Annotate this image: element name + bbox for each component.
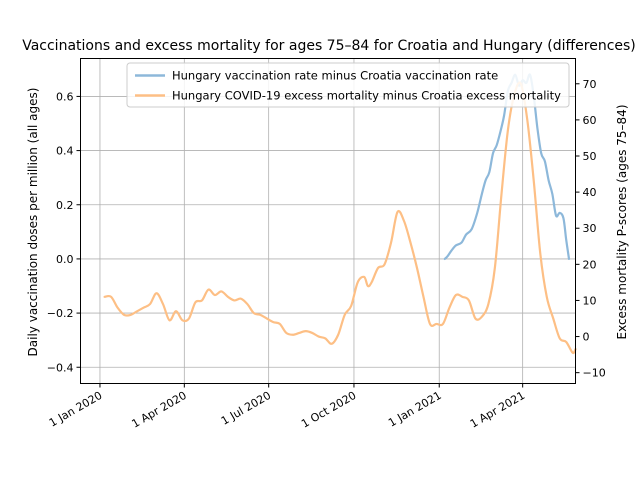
x-axis: 1 Jan 2020 1 Apr 2020 1 Jul 2020 1 Oct 2020… <box>47 383 527 431</box>
x-tick-label: 1 Jan 2021 <box>386 389 444 430</box>
y-axis-right-label: Excess mortality P-scores (ages 75–84) <box>615 104 629 339</box>
y-right-tick-label: 60 <box>583 114 597 127</box>
y-right-tick-label: 30 <box>583 222 597 235</box>
legend-label-vaccination: Hungary vaccination rate minus Croatia v… <box>172 69 498 83</box>
x-tick-label: 1 Jan 2020 <box>47 389 105 430</box>
x-tick-label: 1 Oct 2020 <box>299 389 358 431</box>
y-right-tick-label: 10 <box>583 294 597 307</box>
y-right-tick-label: 70 <box>583 78 597 91</box>
y-left-tick-label: 0.0 <box>56 253 74 266</box>
x-tick-label: 1 Apr 2020 <box>129 389 188 431</box>
legend-label-excess-mortality: Hungary COVID-19 excess mortality minus … <box>172 89 561 103</box>
y-right-tick-label: 0 <box>583 331 590 344</box>
y-right-tick-label: −10 <box>583 367 606 380</box>
y-axis-left-label: Daily vaccination doses per million (all… <box>26 88 40 357</box>
x-tick-label: 1 Apr 2021 <box>468 389 527 431</box>
chart-title: Vaccinations and excess mortality for ag… <box>22 38 636 54</box>
y-right-tick-label: 50 <box>583 150 597 163</box>
plot-frame <box>80 58 576 384</box>
y-left-tick-label: 0.4 <box>56 145 74 158</box>
legend: Hungary vaccination rate minus Croatia v… <box>126 62 570 108</box>
y-left-tick-label: 0.6 <box>56 90 74 103</box>
y-right-tick-label: 20 <box>583 258 597 271</box>
series-excess-mortality-line <box>103 81 577 355</box>
y-axis-left: −0.4 −0.2 0.0 0.2 0.4 0.6 <box>47 90 81 374</box>
y-left-tick-label: 0.2 <box>56 199 74 212</box>
series-layer <box>103 73 577 355</box>
legend-box <box>126 62 570 108</box>
y-left-tick-label: −0.2 <box>47 307 74 320</box>
x-tick-label: 1 Jul 2020 <box>219 389 273 428</box>
y-right-tick-label: 40 <box>583 186 597 199</box>
y-left-tick-label: −0.4 <box>47 361 74 374</box>
y-axis-right: −10 0 10 20 30 40 50 60 70 <box>575 78 606 380</box>
